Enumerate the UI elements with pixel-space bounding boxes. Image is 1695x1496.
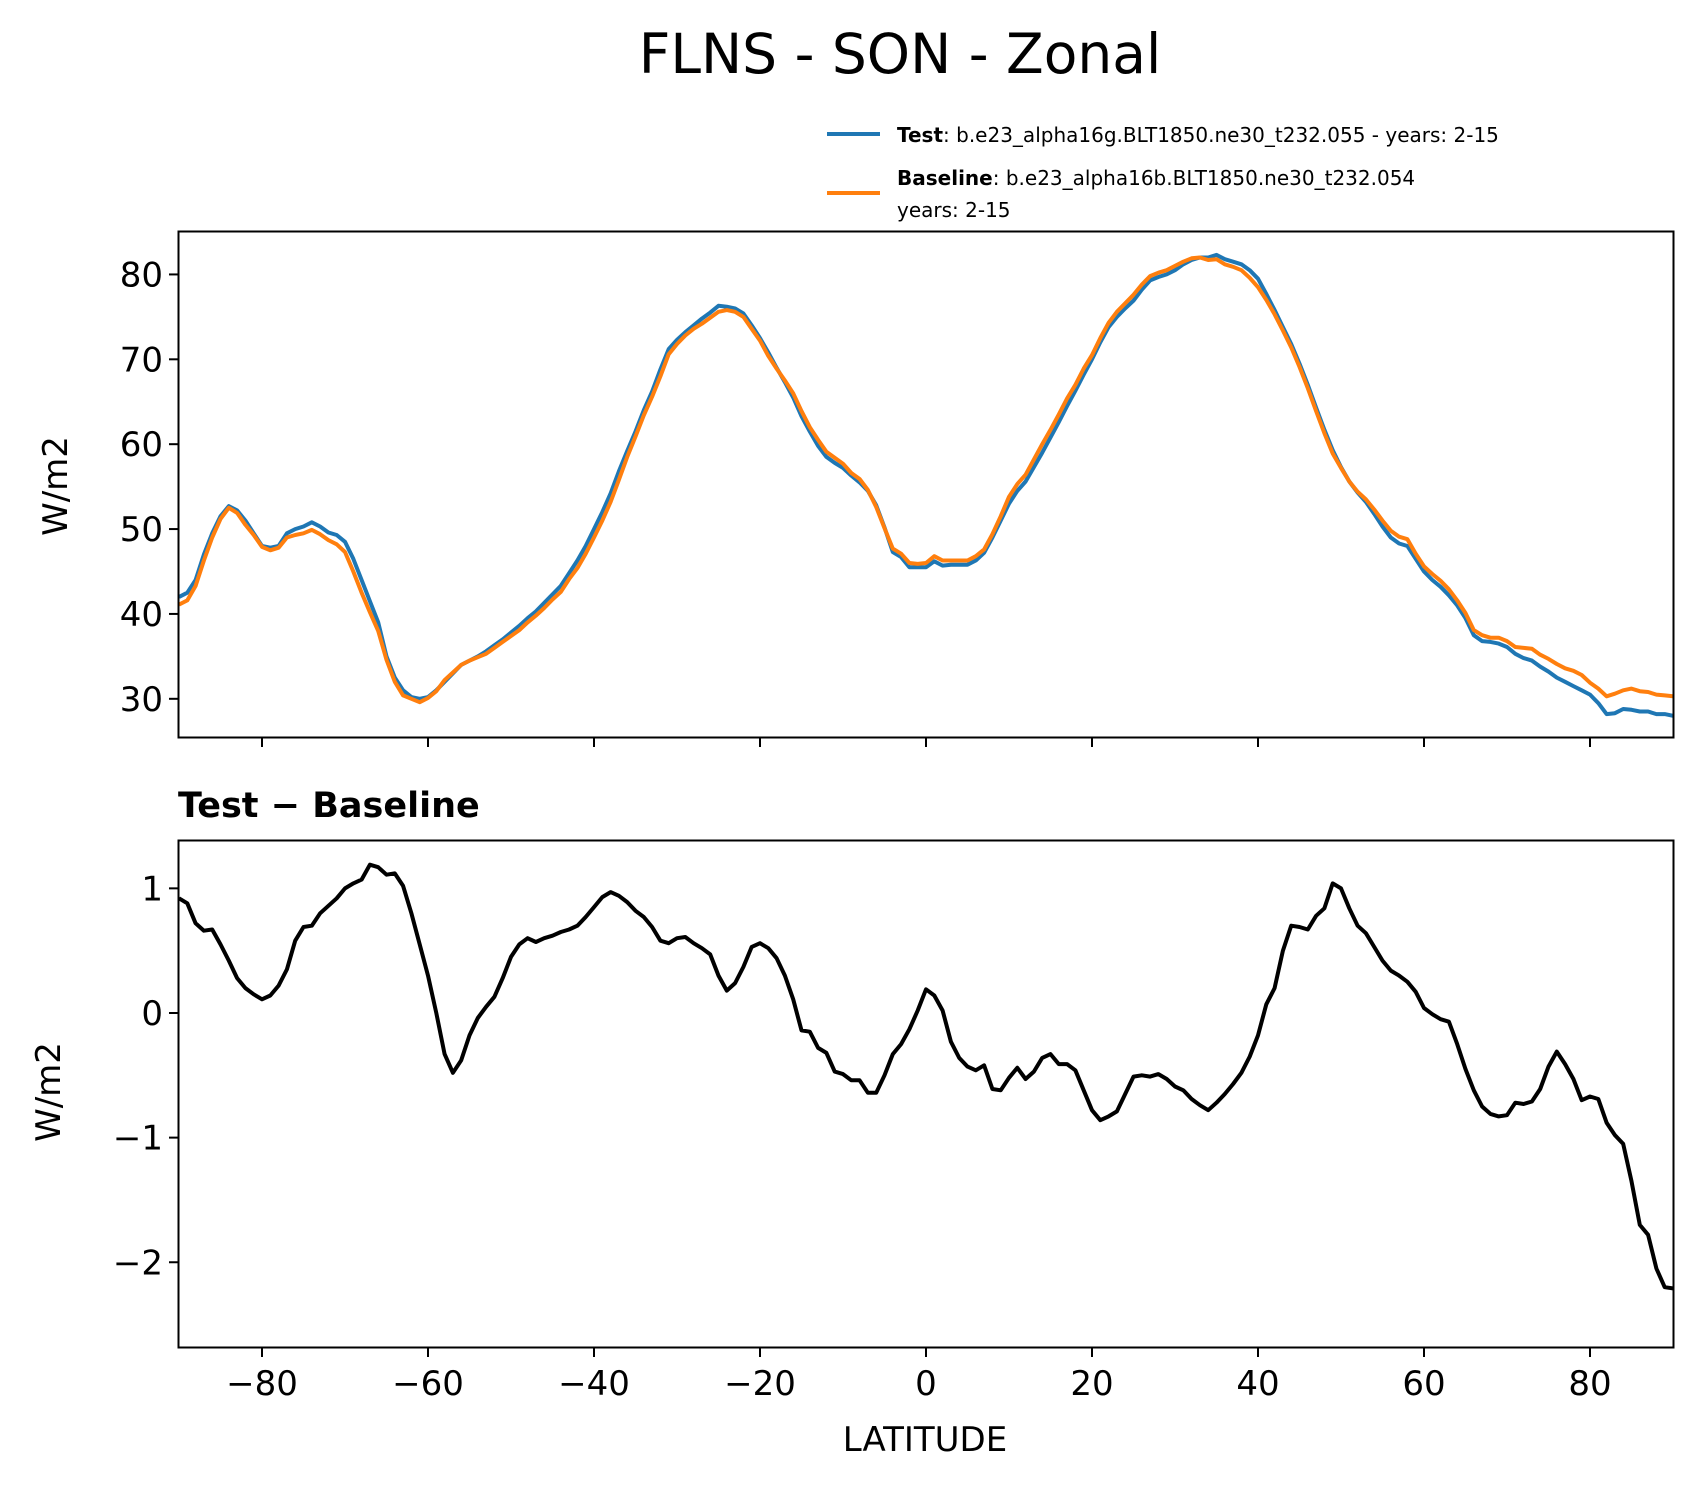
legend: Test: b.e23_alpha16g.BLT1850.ne30_t232.0… [827, 123, 1499, 222]
series-line-bottom-test-baseline [179, 862, 1673, 1291]
legend-name-baseline: Baseline [897, 166, 993, 190]
legend-text-test: b.e23_alpha16g.BLT1850.ne30_t232.055 - y… [956, 123, 1499, 147]
panel-test-baseline: W/m2 30 40 50 60 70 80 [36, 230, 1675, 747]
bottom-xtick-label: 20 [1070, 1364, 1113, 1404]
bottom-xtick-label: −20 [724, 1364, 796, 1404]
bottom-plot-frame [177, 839, 1675, 1349]
bottom-ytick-label: 1 [141, 869, 163, 909]
top-ytick-label: 70 [120, 340, 163, 380]
bottom-xtick-label: 0 [915, 1364, 937, 1404]
bottom-series [179, 862, 1673, 1291]
legend-sep-baseline: : [993, 166, 1006, 190]
bottom-xtick-label: −80 [226, 1364, 298, 1404]
bottom-ytick-label: −2 [113, 1243, 163, 1283]
legend-text-baseline-line2: years: 2-15 [897, 198, 1011, 222]
bottom-ytick-label: −1 [113, 1119, 163, 1159]
bottom-xtick-label: 60 [1402, 1364, 1445, 1404]
legend-entry-baseline: Baseline: b.e23_alpha16b.BLT1850.ne30_t2… [897, 166, 1415, 190]
top-ytick-label: 60 [120, 425, 163, 465]
bottom-ytick-label: 0 [141, 994, 163, 1034]
bottom-xtick-label: 40 [1236, 1364, 1279, 1404]
top-yticks: 30 40 50 60 70 80 [120, 255, 179, 720]
top-ytick-label: 50 [120, 510, 163, 550]
xlabel-bottom: LATITUDE [843, 1420, 1007, 1460]
bottom-xtick-label: −60 [392, 1364, 464, 1404]
ylabel-bottom: W/m2 [29, 1042, 69, 1142]
bottom-xticks: −80 −60 −40 −20 0 20 40 60 80 [226, 1347, 1612, 1404]
bottom-xtick-label: 80 [1568, 1364, 1611, 1404]
top-ytick-label: 80 [120, 255, 163, 295]
panel-difference: Test − Baseline W/m2 −2 −1 0 1 −80 −60 −40 −20… [29, 786, 1675, 1460]
top-plot-frame [177, 230, 1675, 739]
series-line-top-baseline [179, 255, 1673, 705]
ylabel-top: W/m2 [36, 436, 76, 536]
figure-title: FLNS - SON - Zonal [639, 22, 1161, 86]
bottom-panel-title: Test − Baseline [178, 786, 480, 826]
top-ytick-label: 30 [120, 680, 163, 720]
legend-entry-test: Test: b.e23_alpha16g.BLT1850.ne30_t232.0… [897, 123, 1499, 147]
legend-name-test: Test [897, 123, 943, 147]
top-series [179, 252, 1673, 718]
top-xticks [261, 737, 1591, 747]
top-ytick-label: 40 [120, 595, 163, 635]
legend-text-baseline: b.e23_alpha16b.BLT1850.ne30_t232.054 [1006, 166, 1415, 190]
bottom-xtick-label: −40 [558, 1364, 630, 1404]
legend-sep-test: : [943, 123, 956, 147]
bottom-yticks: −2 −1 0 1 [113, 869, 179, 1283]
